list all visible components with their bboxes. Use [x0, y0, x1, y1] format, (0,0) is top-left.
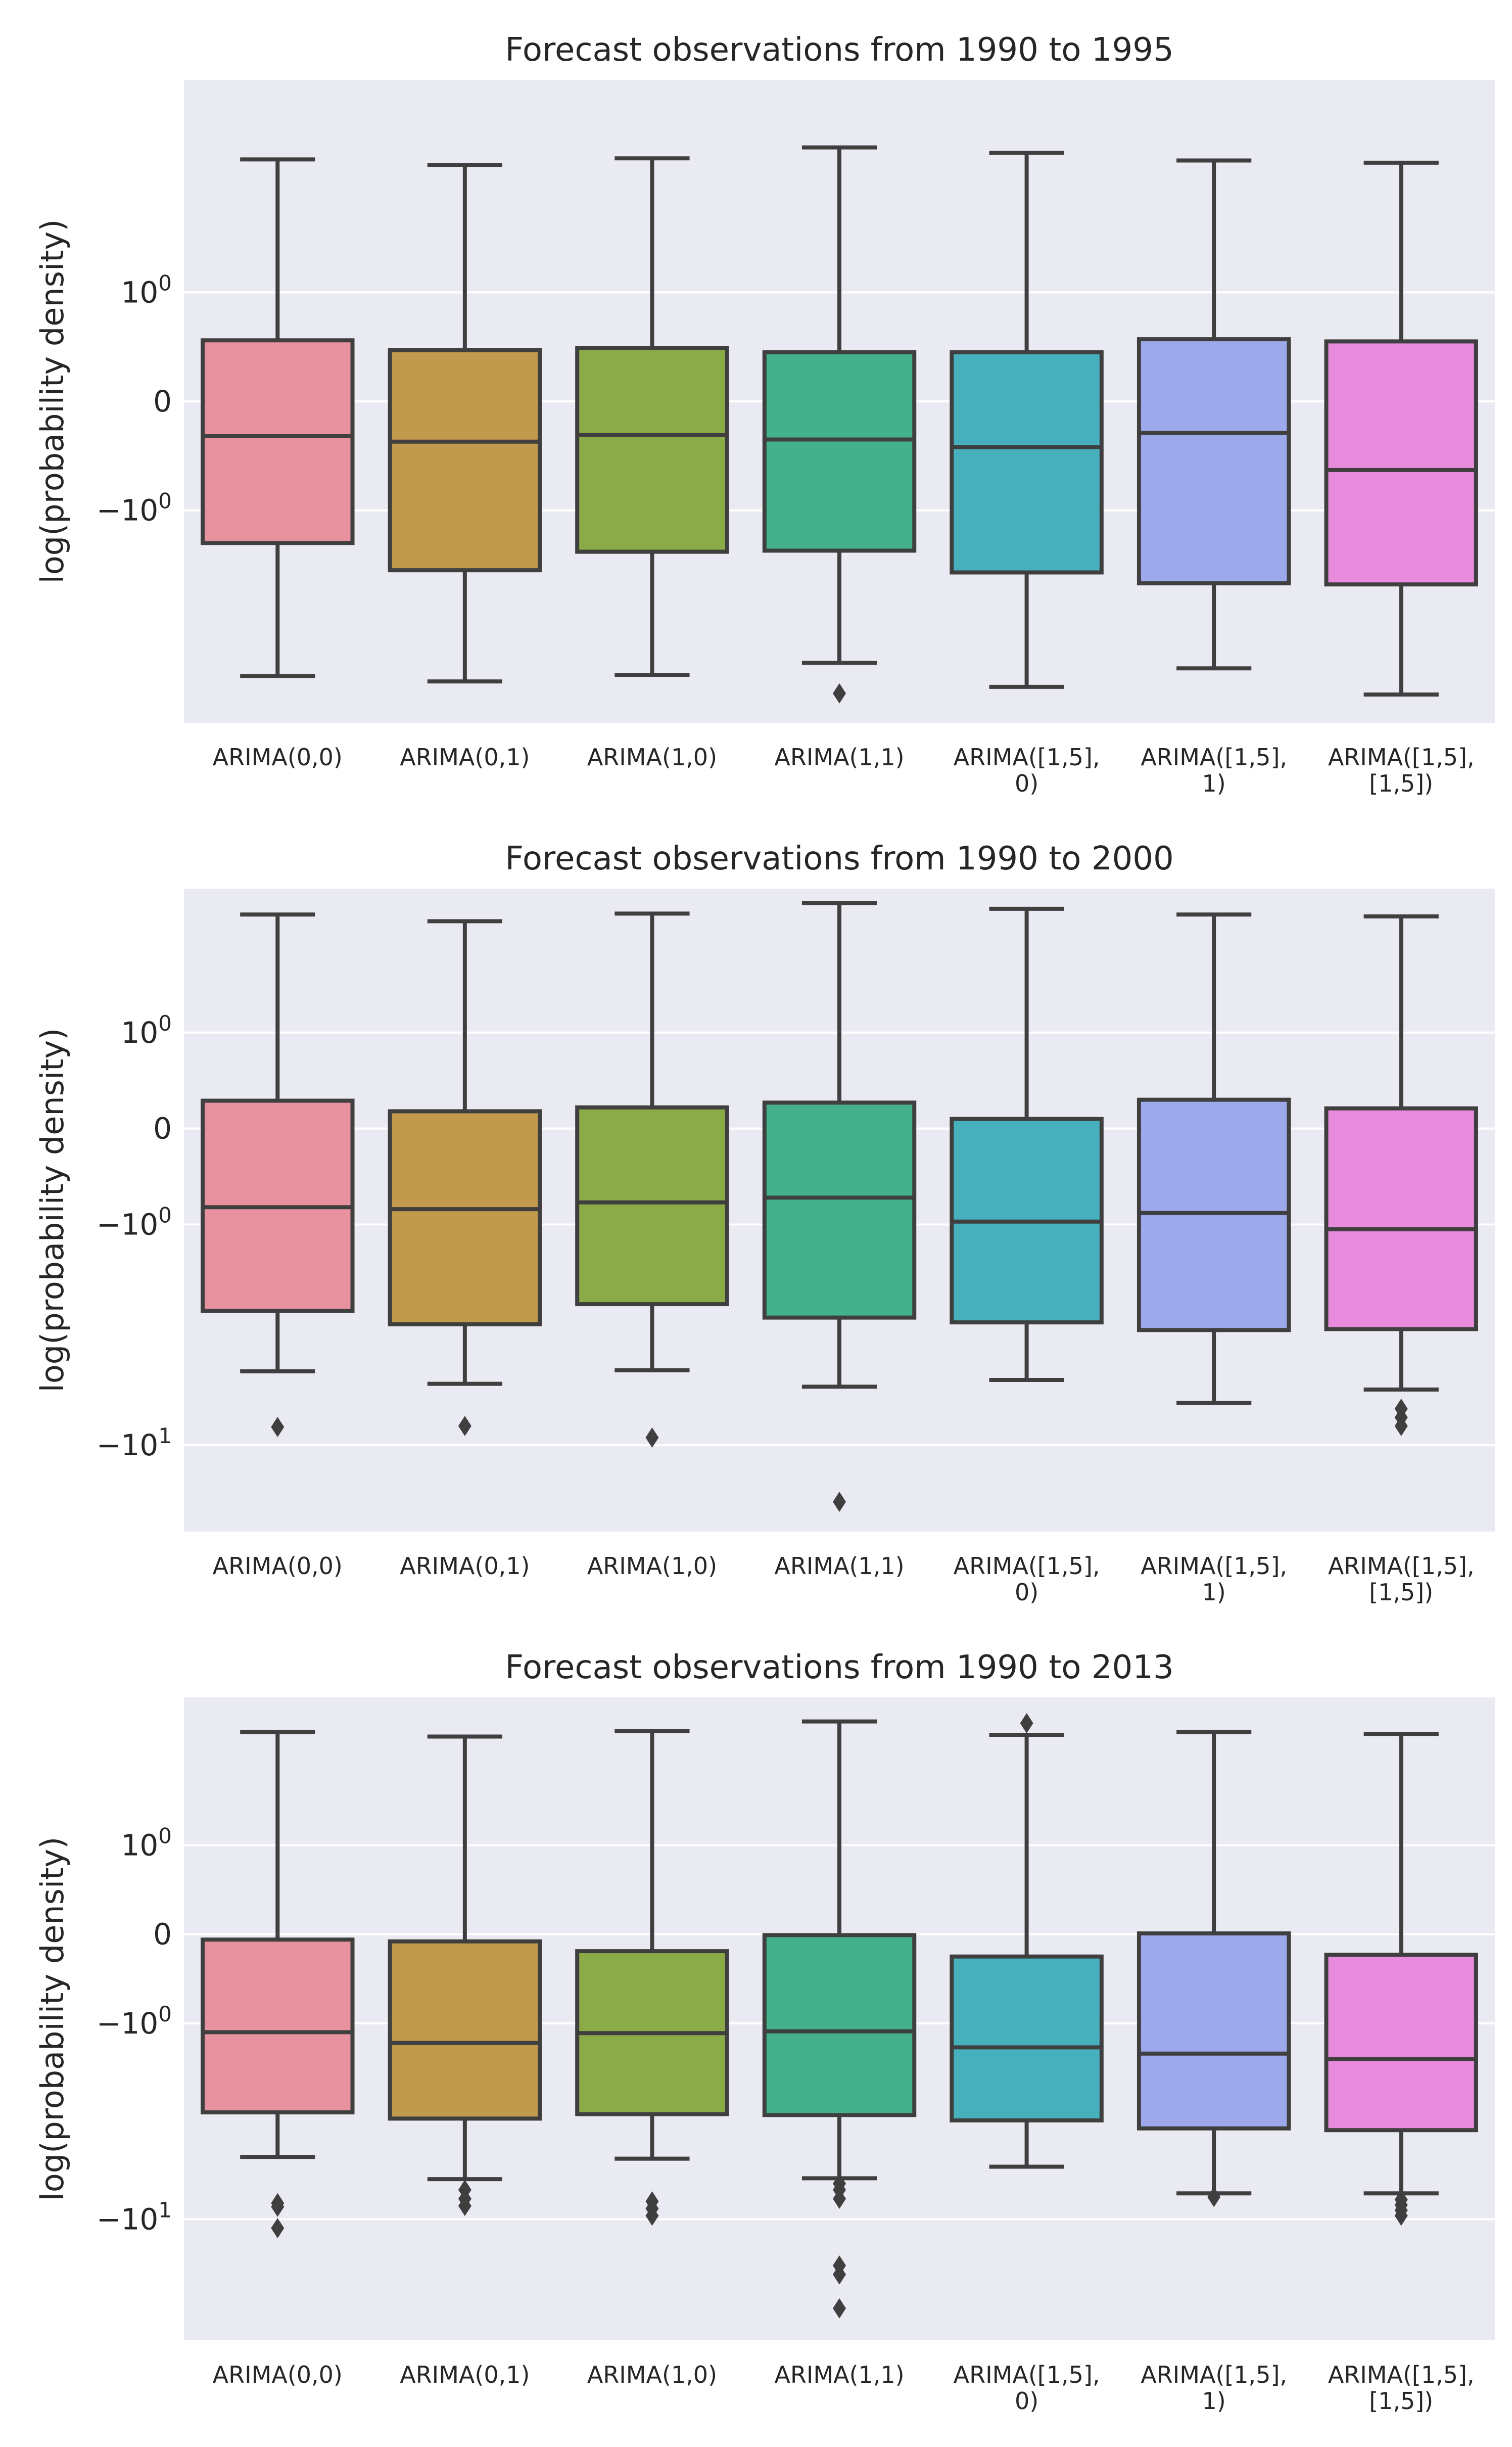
y-tick-label: −100: [97, 1203, 172, 1241]
x-tick-label: ARIMA([1,5],: [1141, 744, 1287, 771]
box: [201, 1937, 355, 2114]
x-tick-label: ARIMA(0,0): [213, 1552, 343, 1580]
outlier: [645, 1427, 659, 1448]
box: [762, 1933, 917, 2117]
x-tick-label: ARIMA([1,5],: [1141, 2361, 1287, 2388]
box: [388, 348, 542, 573]
x-tick-labels: ARIMA(0,0) ARIMA(0,1) ARIMA(1,0) ARIMA(1,1)…: [213, 744, 1475, 797]
box: [1324, 339, 1478, 587]
x-tick-label: ARIMA(1,1): [774, 2361, 904, 2388]
y-tick-label: −101: [97, 2197, 172, 2236]
boxes: [201, 1713, 1478, 2319]
x-tick-label: ARIMA(1,0): [587, 2361, 717, 2388]
outlier: [833, 2298, 846, 2319]
box: [575, 1105, 729, 1307]
y-tick-label: 100: [121, 270, 172, 309]
x-tick-label: [1,5]): [1369, 770, 1433, 797]
outlier: [458, 2195, 471, 2216]
y-axis-label: log(probability density): [34, 1837, 71, 2201]
box: [762, 350, 917, 553]
x-tick-label: ARIMA([1,5],: [1328, 744, 1475, 771]
x-tick-label: ARIMA([1,5],: [954, 1552, 1100, 1580]
x-tick-label: ARIMA(1,1): [774, 1552, 904, 1580]
x-tick-label: 1): [1202, 770, 1226, 797]
x-tick-labels: ARIMA(0,0) ARIMA(0,1) ARIMA(1,0) ARIMA(1,1)…: [213, 2361, 1475, 2415]
x-tick-label: 1): [1202, 1579, 1226, 1606]
outlier: [458, 1416, 471, 1437]
boxes: [201, 901, 1478, 1512]
box: [575, 346, 729, 554]
y-tick-label: −101: [97, 1423, 172, 1462]
y-axis-label: log(probability density): [34, 1028, 71, 1393]
x-tick-label: [1,5]): [1369, 1579, 1433, 1606]
chart-title: Forecast observations from 1990 to 2000: [505, 840, 1173, 878]
box: [950, 1954, 1104, 2122]
chart-title: Forecast observations from 1990 to 1995: [505, 31, 1173, 69]
y-tick-label: 100: [121, 1823, 172, 1862]
box: [1137, 337, 1291, 586]
box: [388, 1109, 542, 1326]
y-tick-label: −100: [97, 2002, 172, 2041]
outlier: [833, 2264, 846, 2285]
box: [1137, 1931, 1291, 2131]
x-tick-label: [1,5]): [1369, 2387, 1433, 2415]
y-tick-label: 0: [153, 1917, 172, 1952]
y-tick-labels: 100 0 −100 −101: [97, 1823, 172, 2236]
outlier: [833, 2188, 846, 2209]
boxes: [201, 145, 1478, 704]
y-tick-label: −100: [97, 489, 172, 528]
outlier: [271, 1417, 285, 1438]
box: [1324, 1106, 1478, 1331]
x-tick-label: ARIMA(0,0): [213, 744, 343, 771]
chart-title: Forecast observations from 1990 to 2013: [505, 1649, 1173, 1686]
y-tick-label: 0: [153, 384, 172, 419]
x-tick-label: ARIMA(1,0): [587, 1552, 717, 1580]
x-tick-label: ARIMA(0,1): [400, 744, 530, 771]
outlier: [271, 2218, 285, 2239]
outlier: [271, 2196, 285, 2217]
y-tick-labels: 100 0 −100: [97, 270, 172, 527]
outlier: [645, 2205, 659, 2226]
outlier: [1394, 1416, 1408, 1437]
x-tick-label: 0): [1015, 1579, 1038, 1606]
x-tick-label: ARIMA([1,5],: [1328, 1552, 1475, 1580]
outlier: [1394, 2205, 1408, 2226]
x-tick-label: ARIMA([1,5],: [1141, 1552, 1287, 1580]
x-tick-label: ARIMA([1,5],: [1328, 2361, 1475, 2388]
subplot-2: Forecast observations from 1990 to 2000 …: [34, 840, 1495, 1606]
x-tick-label: ARIMA([1,5],: [954, 2361, 1100, 2388]
outlier: [1207, 2187, 1221, 2207]
x-tick-label: ARIMA(1,0): [587, 744, 717, 771]
x-tick-label: ARIMA(0,0): [213, 2361, 343, 2388]
box: [1324, 1953, 1478, 2133]
x-tick-label: 0): [1015, 2387, 1038, 2415]
box: [388, 1939, 542, 2121]
y-tick-label: 0: [153, 1112, 172, 1146]
y-tick-labels: 100 0 −100 −101: [97, 1011, 172, 1462]
x-tick-label: ARIMA(0,1): [400, 2361, 530, 2388]
subplot-3: Forecast observations from 1990 to 2013 …: [34, 1649, 1495, 2415]
x-tick-label: 1): [1202, 2387, 1226, 2415]
y-axis-label: log(probability density): [34, 219, 71, 584]
x-tick-label: ARIMA(0,1): [400, 1552, 530, 1580]
box: [201, 338, 355, 545]
outlier: [833, 683, 846, 704]
box: [762, 1100, 917, 1320]
y-tick-label: 100: [121, 1011, 172, 1050]
outlier: [833, 1492, 846, 1512]
x-tick-label: 0): [1015, 770, 1038, 797]
x-tick-label: ARIMA([1,5],: [954, 744, 1100, 771]
box: [950, 350, 1104, 575]
x-tick-label: ARIMA(1,1): [774, 744, 904, 771]
outlier: [1020, 1713, 1033, 1734]
subplot-1: Forecast observations from 1990 to 1995 …: [34, 31, 1495, 797]
x-tick-labels: ARIMA(0,0) ARIMA(0,1) ARIMA(1,0) ARIMA(1,1)…: [213, 1552, 1475, 1606]
